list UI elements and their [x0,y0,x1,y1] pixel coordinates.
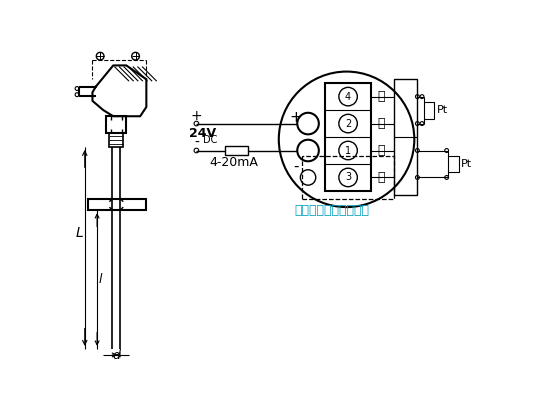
Bar [325,83,371,191]
Text: 4: 4 [345,92,351,101]
Text: 3: 3 [345,173,351,183]
Text: l: l [98,273,102,286]
Text: 红: 红 [378,144,385,157]
Text: DC: DC [203,135,218,145]
Text: 热电阱：三线或四线制: 热电阱：三线或四线制 [294,204,369,217]
Text: d: d [112,349,120,362]
Text: Pt: Pt [436,105,448,115]
Text: -: - [194,136,199,150]
Text: -: - [293,159,299,174]
Bar [88,199,146,210]
Bar [106,116,126,133]
Bar [394,79,418,195]
Text: 白: 白 [378,117,385,130]
Text: +: + [289,110,302,125]
Text: L: L [76,225,83,240]
Text: 白: 白 [378,90,385,103]
Bar [225,146,248,155]
Bar [302,156,394,199]
Text: Pt: Pt [461,159,473,169]
Text: 2: 2 [345,118,351,128]
Text: 1: 1 [345,145,351,156]
Bar [110,133,123,147]
Text: 红: 红 [378,171,385,184]
Text: 24V: 24V [188,127,216,140]
Text: 4-20mA: 4-20mA [210,156,259,169]
Text: +: + [191,109,202,123]
Bar [448,156,459,173]
Bar [424,102,434,118]
